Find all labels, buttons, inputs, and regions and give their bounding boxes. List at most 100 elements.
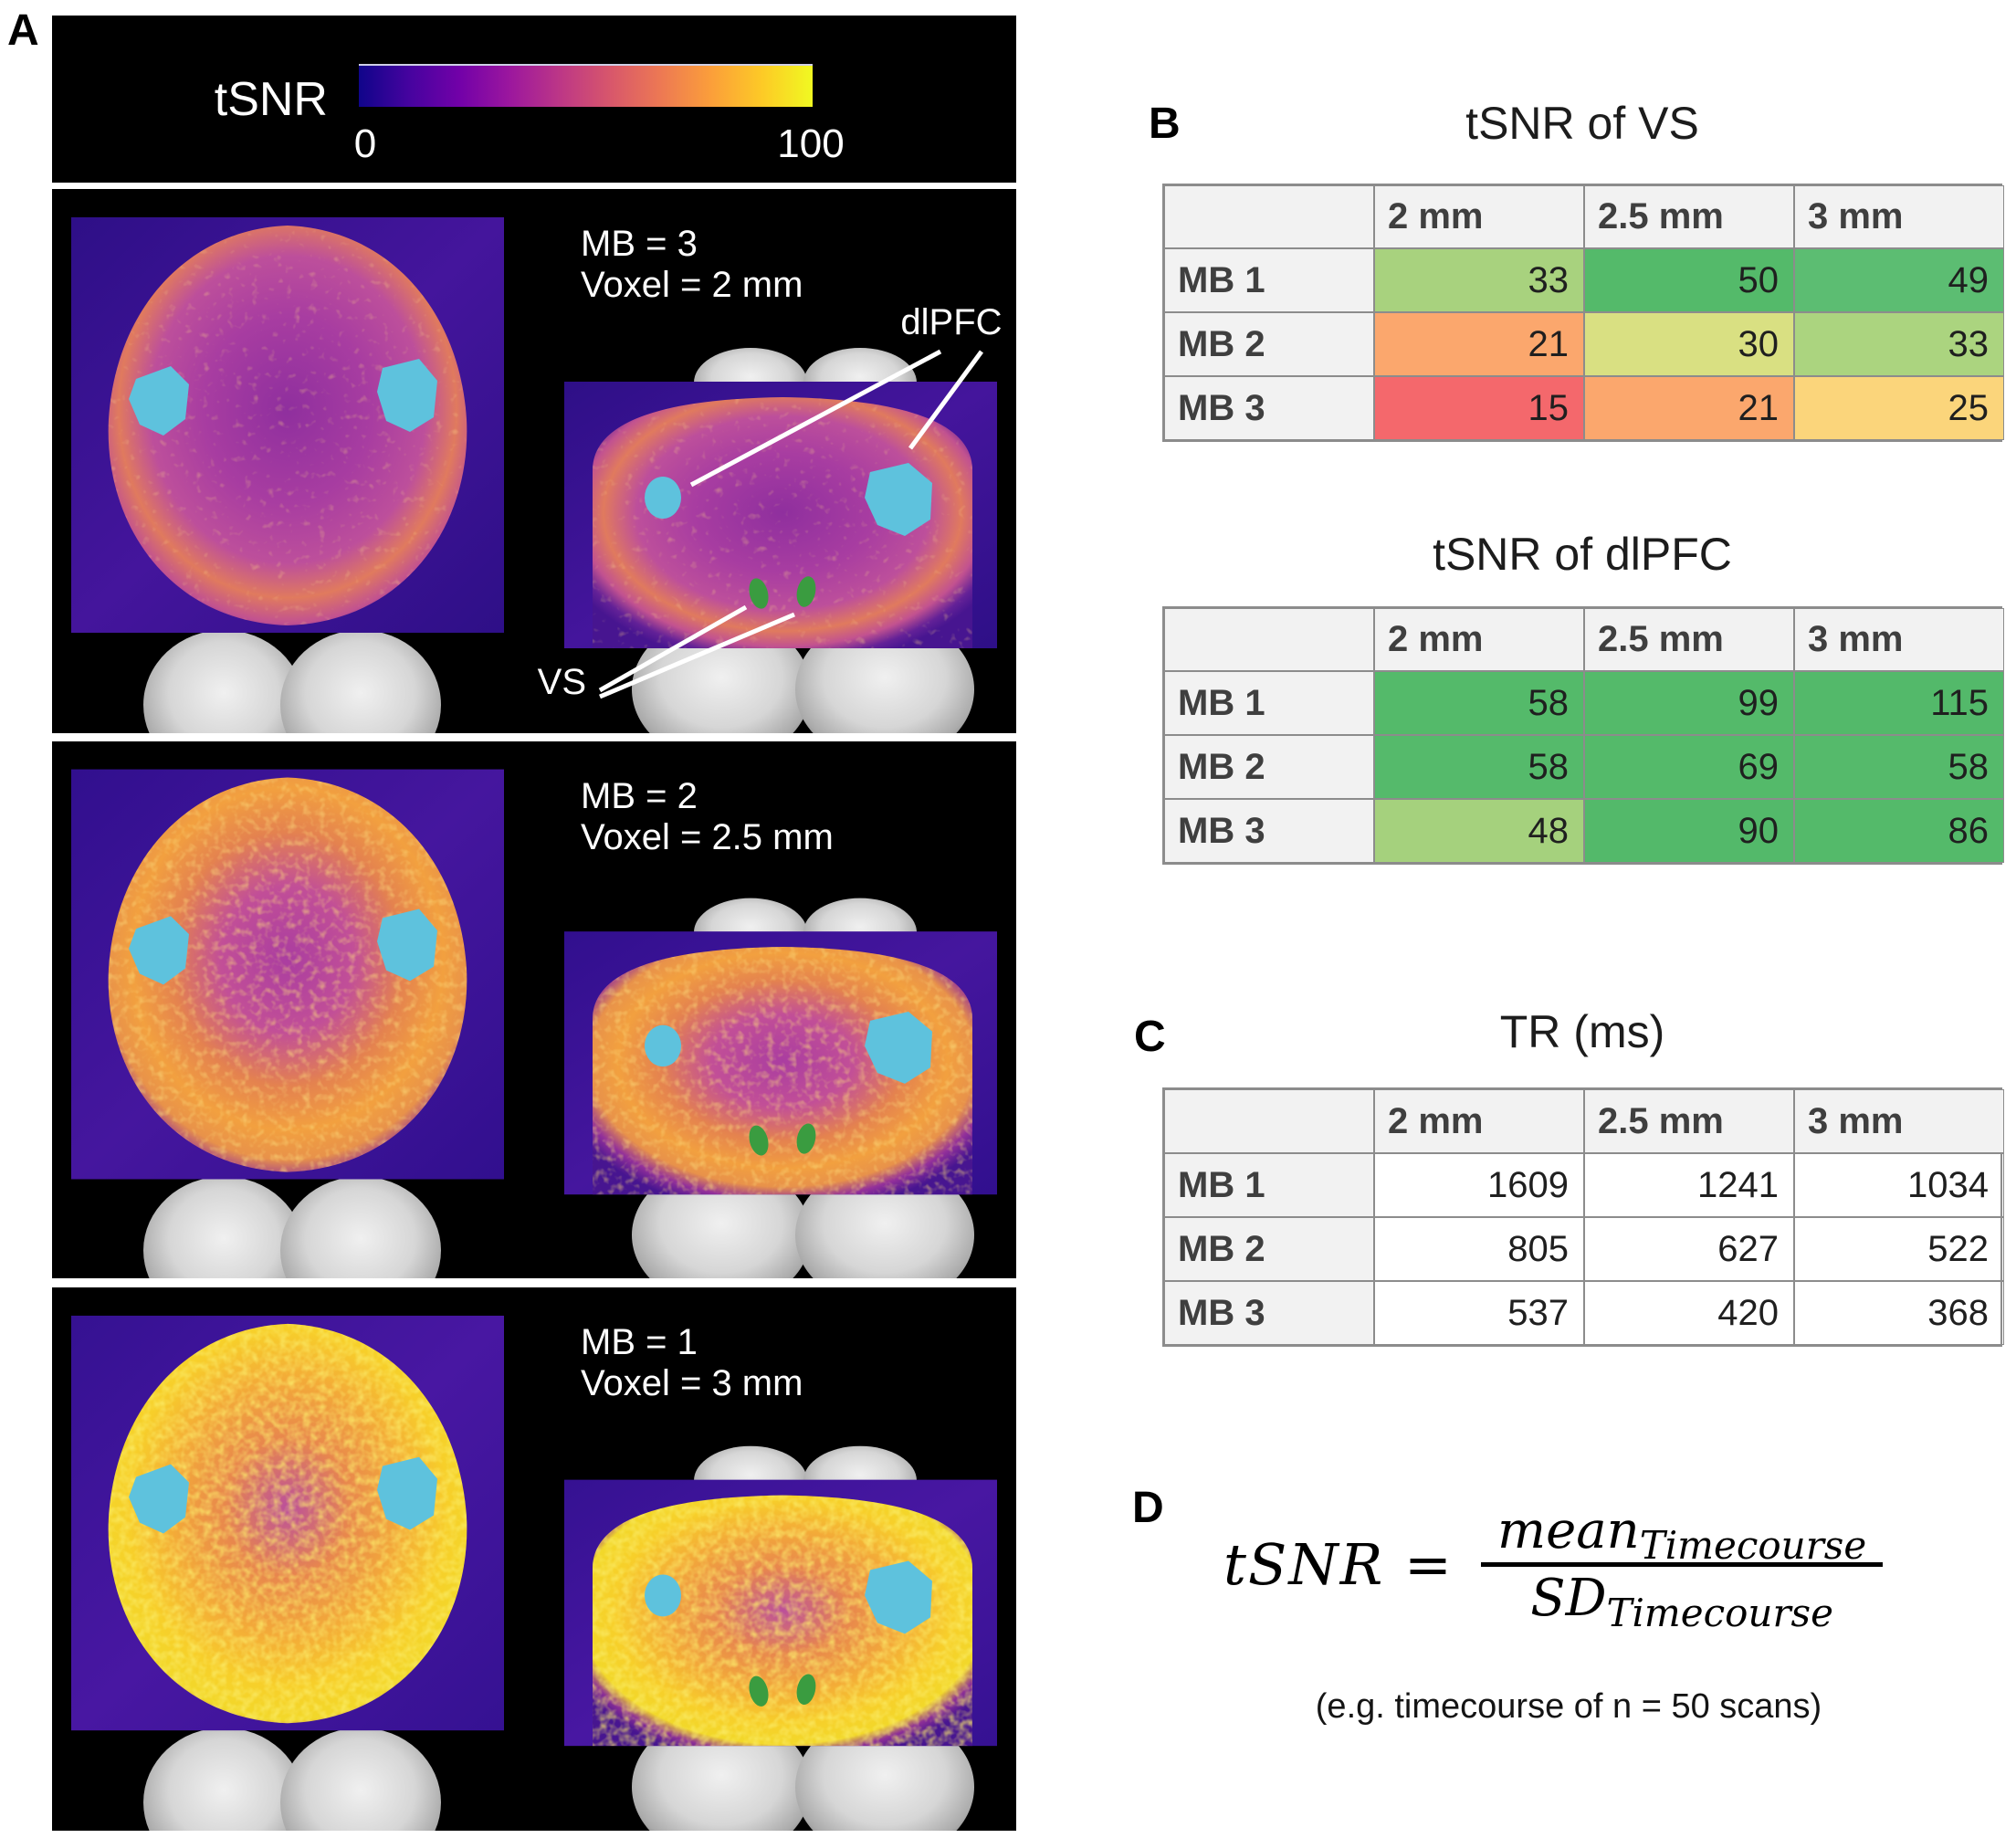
vs-cell-mb2-2p5mm: 30 [1584,312,1794,376]
coronal-texture [593,397,972,648]
colorbar-max-tick: 100 [777,121,845,166]
vs-row-label: MB 3 [1164,376,1374,440]
vs-col-header: 3 mm [1794,185,2004,248]
tr-cell-mb1-2p5mm: 1241 [1584,1153,1794,1217]
tr-col-header: 3 mm [1794,1089,2004,1153]
tr-corner-cell [1164,1089,1374,1153]
panel-d-letter: D [1132,1484,1164,1532]
tr-row-label: MB 1 [1164,1153,1374,1217]
vs-cell-mb1-2p5mm: 50 [1584,248,1794,312]
tr-table: 2 mm 2.5 mm 3 mm MB 1 1609 1241 1034 MB … [1162,1087,2004,1347]
panel-a-letter: A [7,6,39,55]
vs-cell-mb3-2mm: 15 [1374,376,1584,440]
brain-panel-mb2: MB = 2 Voxel = 2.5 mm [52,741,1016,1278]
formula-lhs: tSNR = [1223,1531,1454,1598]
cerebellum-right [280,630,441,733]
brain-panel-mb3: MB = 3 Voxel = 2 mm dlPFC VS [52,189,1016,733]
dlpfc-table-title: tSNR of dlPFC [1433,529,1732,580]
axial-slice-mb1 [71,1315,504,1831]
vs-roi-right [796,576,816,607]
tr-cell-mb2-3mm: 522 [1794,1217,2004,1281]
formula-fraction: meanTimecourse SDTimecourse [1481,1499,1884,1636]
vs-roi-left [749,578,769,609]
mb-line: MB = 3 [581,224,698,264]
dlpfc-cell-mb2-2mm: 58 [1374,735,1584,799]
dlpfc-roi-axial-right [377,908,437,982]
cerebellum-right [280,1728,441,1831]
coronal-texture [593,946,972,1195]
vs-annotation-label: VS [537,662,586,702]
vs-cell-mb1-2mm: 33 [1374,248,1584,312]
formula-note: (e.g. timecourse of n = 50 scans) [1315,1687,1822,1726]
cerebellum-left [143,1176,304,1278]
axial-texture [108,777,467,1172]
axial-slice-mb3 [71,217,504,733]
vs-roi-right [796,1123,816,1154]
vs-cell-mb3-2p5mm: 21 [1584,376,1794,440]
dlpfc-cell-mb1-3mm: 115 [1794,671,2004,735]
scan-params-mb3: MB = 3 Voxel = 2 mm [581,224,803,306]
dlpfc-roi-axial-right [377,1456,437,1530]
dlpfc-cell-mb3-2p5mm: 90 [1584,799,1794,863]
vs-table-title: tSNR of VS [1465,98,1699,149]
tr-col-header: 2 mm [1374,1089,1584,1153]
tr-row-label: MB 3 [1164,1281,1374,1345]
dlpfc-table: 2 mm 2.5 mm 3 mm MB 1 58 99 115 MB 2 58 … [1162,606,2004,865]
axial-texture [108,226,467,625]
vs-row-label: MB 1 [1164,248,1374,312]
tr-cell-mb1-2mm: 1609 [1374,1153,1584,1217]
scan-params-mb2: MB = 2 Voxel = 2.5 mm [581,776,834,858]
dlpfc-col-header: 3 mm [1794,608,2004,671]
dlpfc-row-label: MB 2 [1164,735,1374,799]
vs-cell-mb1-3mm: 49 [1794,248,2004,312]
colorbar-title: tSNR [214,73,328,126]
vs-col-header: 2 mm [1374,185,1584,248]
vs-col-header: 2.5 mm [1584,185,1794,248]
panel-b-letter: B [1149,100,1181,148]
vs-cell-mb2-2mm: 21 [1374,312,1584,376]
dlpfc-roi-axial-left [129,916,189,985]
axial-slice-mb2 [71,769,504,1278]
axial-texture [108,1323,467,1724]
dlpfc-cell-mb3-3mm: 86 [1794,799,2004,863]
dlpfc-roi-coronal-right [865,1011,932,1084]
tr-col-header: 2.5 mm [1584,1089,1794,1153]
dlpfc-cell-mb2-2p5mm: 69 [1584,735,1794,799]
tr-cell-mb3-3mm: 368 [1794,1281,2004,1345]
coronal-texture [593,1495,972,1747]
colorbar-box: tSNR 0 100 [52,16,1016,183]
cerebellum-left [143,630,304,733]
brain-maps-mb3 [71,217,997,733]
tr-row-label: MB 2 [1164,1217,1374,1281]
vs-cell-mb3-3mm: 25 [1794,376,2004,440]
tr-table-title: TR (ms) [1499,1006,1665,1057]
vs-table: 2 mm 2.5 mm 3 mm MB 1 33 50 49 MB 2 21 3… [1162,184,2004,442]
vs-pointer-line-right [599,612,795,699]
dlpfc-roi-coronal-right [865,1560,932,1634]
voxel-line: Voxel = 3 mm [581,1362,803,1403]
formula-numerator: meanTimecourse [1497,1501,1867,1569]
tr-cell-mb2-2p5mm: 627 [1584,1217,1794,1281]
vs-cell-mb2-3mm: 33 [1794,312,2004,376]
dlpfc-annotation-label: dlPFC [900,302,1003,342]
dlpfc-cell-mb1-2p5mm: 99 [1584,671,1794,735]
cerebellum-left [143,1728,304,1831]
mb-line: MB = 1 [581,1322,698,1362]
dlpfc-cell-mb2-3mm: 58 [1794,735,2004,799]
dlpfc-roi-coronal-left [645,1574,681,1617]
dlpfc-cell-mb1-2mm: 58 [1374,671,1584,735]
vs-roi-left [749,1125,769,1156]
vs-roi-right [796,1674,816,1705]
dlpfc-cell-mb3-2mm: 48 [1374,799,1584,863]
formula-denominator: SDTimecourse [1530,1569,1833,1636]
tr-cell-mb3-2p5mm: 420 [1584,1281,1794,1345]
tsnr-formula: tSNR = meanTimecourse SDTimecourse [1223,1499,1884,1636]
brain-panel-mb1: MB = 1 Voxel = 3 mm [52,1287,1016,1831]
tr-cell-mb2-2mm: 805 [1374,1217,1584,1281]
dlpfc-row-label: MB 1 [1164,671,1374,735]
colorbar-gradient [359,64,813,107]
dlpfc-row-label: MB 3 [1164,799,1374,863]
tr-cell-mb1-3mm: 1034 [1794,1153,2004,1217]
brain-maps-mb2 [71,769,997,1278]
cerebellum-right [280,1176,441,1278]
